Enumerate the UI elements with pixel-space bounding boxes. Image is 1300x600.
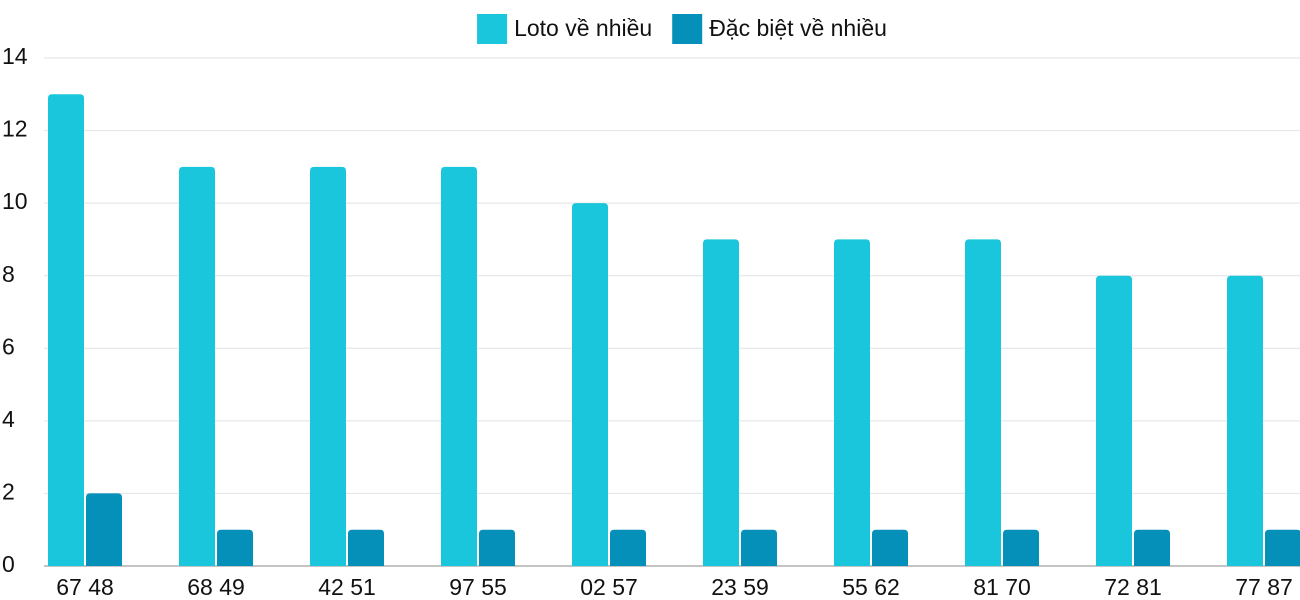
x-tick-label: 55 62	[842, 574, 900, 600]
x-tick-label: 67 48	[56, 574, 114, 600]
bar	[441, 166, 477, 566]
x-tick-label: 81 70	[973, 574, 1031, 600]
bar	[872, 529, 908, 566]
x-tick-label: 72 81	[1104, 574, 1162, 600]
bar	[610, 529, 646, 566]
bar	[479, 529, 515, 566]
bar	[741, 529, 777, 566]
y-tick-label: 10	[2, 188, 28, 214]
x-tick-label: 42 51	[318, 574, 376, 600]
x-tick-label: 23 59	[711, 574, 769, 600]
bar	[1265, 529, 1300, 566]
x-tick-label: 68 49	[187, 574, 245, 600]
legend-swatch	[477, 14, 508, 44]
bar	[217, 529, 253, 566]
y-tick-label: 6	[2, 333, 15, 359]
bar	[48, 94, 84, 567]
x-tick-label: 02 57	[580, 574, 638, 600]
bar	[703, 239, 739, 566]
legend-label: Đặc biệt về nhiều	[709, 15, 887, 41]
y-tick-label: 12	[2, 116, 28, 142]
y-tick-label: 14	[2, 43, 28, 69]
bar	[348, 529, 384, 566]
y-tick-label: 8	[2, 261, 15, 287]
bar	[965, 239, 1001, 566]
legend-swatch	[672, 14, 703, 44]
bar	[572, 203, 608, 566]
bar	[1096, 275, 1132, 566]
bar	[1227, 275, 1263, 566]
bar	[1003, 529, 1039, 566]
bar	[86, 493, 122, 566]
bar	[834, 239, 870, 566]
bar	[310, 166, 346, 566]
legend-label: Loto về nhiều	[514, 15, 652, 41]
y-tick-label: 0	[2, 551, 15, 577]
bar	[1134, 529, 1170, 566]
y-tick-label: 2	[2, 479, 15, 505]
x-tick-label: 97 55	[449, 574, 507, 600]
x-tick-label: 77 87	[1235, 574, 1293, 600]
bar	[179, 166, 215, 566]
y-tick-label: 4	[2, 406, 15, 432]
